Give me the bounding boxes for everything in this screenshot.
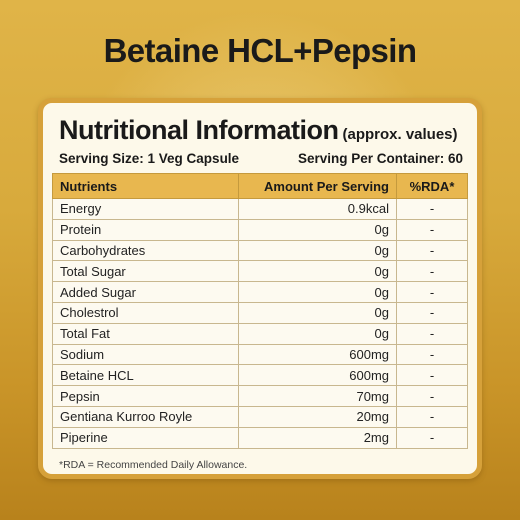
nutrient-name: Pepsin — [52, 385, 239, 407]
nutrient-rda: - — [396, 239, 468, 262]
nutrient-name: Energy — [52, 198, 239, 220]
nutrient-amount: 600mg — [238, 364, 397, 387]
panel-heading: Nutritional Information (approx. values) — [59, 115, 458, 146]
table-row: Protein 0g - — [52, 218, 468, 241]
table-row: Energy 0.9kcal - — [52, 198, 468, 220]
nutrient-rda: - — [396, 385, 468, 407]
nutrient-name: Piperine — [52, 426, 239, 449]
nutrient-name: Sodium — [52, 343, 239, 366]
product-title: Betaine HCL+Pepsin — [103, 32, 417, 69]
nutrient-name: Cholestrol — [52, 301, 239, 324]
table-row: Pepsin 70mg - — [52, 385, 468, 407]
nutrient-amount: 0.9kcal — [238, 198, 397, 220]
nutrient-amount: 0g — [238, 218, 397, 241]
nutrient-amount: 0g — [238, 239, 397, 262]
nutrient-name: Carbohydrates — [52, 239, 239, 262]
nutrient-rda: - — [396, 301, 468, 324]
table-row: Added Sugar 0g - — [52, 281, 468, 303]
nutrient-rda: - — [396, 426, 468, 449]
nutrient-amount: 20mg — [238, 405, 397, 428]
nutrient-name: Total Sugar — [52, 260, 239, 283]
table-row: Gentiana Kurroo Royle 20mg - — [52, 405, 468, 428]
nutrient-name: Gentiana Kurroo Royle — [52, 405, 239, 428]
nutrient-amount: 0g — [238, 301, 397, 324]
nutrient-name: Total Fat — [52, 322, 239, 345]
nutrient-amount: 0g — [238, 260, 397, 283]
column-header-nutrients: Nutrients — [52, 173, 239, 199]
nutrient-name: Betaine HCL — [52, 364, 239, 387]
nutrient-rda: - — [396, 405, 468, 428]
nutrient-rda: - — [396, 281, 468, 303]
table-row: Sodium 600mg - — [52, 343, 468, 366]
nutrient-name: Protein — [52, 218, 239, 241]
servings-per-container: Serving Per Container: 60 — [297, 151, 463, 166]
table-row: Total Fat 0g - — [52, 322, 468, 345]
nutrient-rda: - — [396, 260, 468, 283]
nutrition-panel: Nutritional Information (approx. values) … — [38, 98, 482, 479]
nutrient-rda: - — [396, 343, 468, 366]
nutrient-name: Added Sugar — [52, 281, 239, 303]
table-row: Carbohydrates 0g - — [52, 239, 468, 262]
nutrient-amount: 0g — [238, 281, 397, 303]
table-row: Total Sugar 0g - — [52, 260, 468, 283]
nutrient-rda: - — [396, 322, 468, 345]
table-row: Piperine 2mg - — [52, 426, 468, 449]
table-row: Betaine HCL 600mg - — [52, 364, 468, 387]
nutrient-rda: - — [396, 198, 468, 220]
column-header-amount: Amount Per Serving — [238, 173, 397, 199]
heading-note: (approx. values) — [342, 126, 458, 143]
nutrient-rda: - — [396, 218, 468, 241]
nutrition-table: Nutrients Amount Per Serving %RDA* Energ… — [52, 173, 468, 449]
table-row: Cholestrol 0g - — [52, 301, 468, 324]
heading-main: Nutritional Information — [59, 115, 339, 145]
nutrient-amount: 70mg — [238, 385, 397, 407]
rda-footnote: *RDA = Recommended Daily Allowance. — [59, 459, 248, 471]
nutrient-rda: - — [396, 364, 468, 387]
nutrient-amount: 600mg — [238, 343, 397, 366]
nutrient-amount: 2mg — [238, 426, 397, 449]
nutrient-amount: 0g — [238, 322, 397, 345]
serving-size: Serving Size: 1 Veg Capsule — [59, 151, 240, 166]
column-header-rda: %RDA* — [396, 173, 468, 199]
table-header-row: Nutrients Amount Per Serving %RDA* — [52, 173, 468, 199]
